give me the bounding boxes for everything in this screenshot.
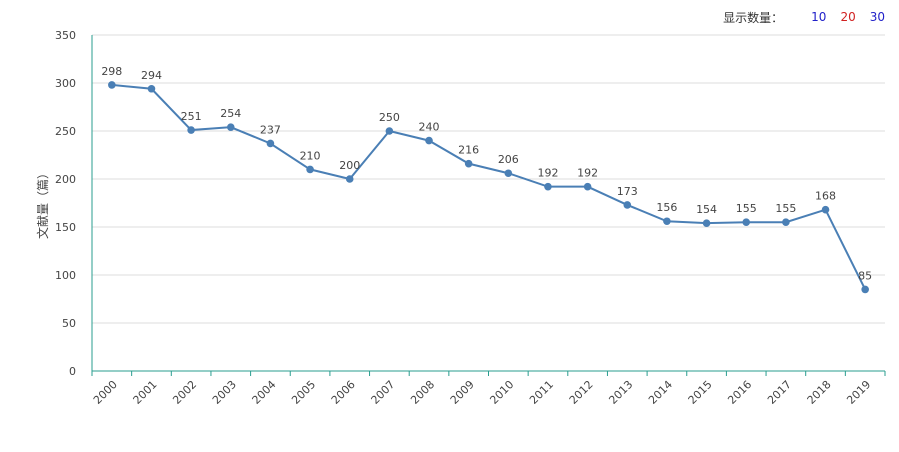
data-label: 85 <box>858 269 872 282</box>
y-tick-label: 250 <box>55 125 76 138</box>
data-point[interactable] <box>742 218 751 226</box>
data-label: 240 <box>419 121 440 134</box>
data-label: 210 <box>300 149 321 162</box>
data-point[interactable] <box>385 127 394 135</box>
x-tick-label: 2006 <box>329 378 358 407</box>
y-tick-label: 150 <box>55 221 76 234</box>
data-label: 154 <box>696 203 717 216</box>
data-point[interactable] <box>782 218 790 226</box>
x-tick-label: 2018 <box>805 378 834 407</box>
data-point[interactable] <box>861 285 869 294</box>
data-point[interactable] <box>226 123 235 131</box>
data-label: 254 <box>220 107 241 120</box>
data-point[interactable] <box>187 126 195 134</box>
data-point[interactable] <box>504 169 513 178</box>
x-tick-label: 2019 <box>844 378 873 407</box>
display-count-label: 显示数量： <box>723 10 784 25</box>
x-tick-label: 2015 <box>686 378 715 407</box>
x-tick-label: 2005 <box>289 378 318 407</box>
x-tick-label: 2010 <box>487 378 516 407</box>
data-point[interactable] <box>306 165 314 174</box>
axes <box>91 35 886 376</box>
data-label: 155 <box>736 202 757 215</box>
data-point[interactable] <box>108 81 116 89</box>
x-tick-label: 2017 <box>765 378 794 407</box>
grid-lines <box>92 34 885 324</box>
data-point[interactable] <box>702 219 711 227</box>
y-tick-label: 100 <box>55 269 76 282</box>
x-tick-label: 2012 <box>567 378 596 407</box>
y-tick-label: 200 <box>55 173 76 186</box>
data-point[interactable] <box>583 182 592 191</box>
data-label: 173 <box>617 185 638 198</box>
data-label: 168 <box>815 190 836 203</box>
data-label: 216 <box>458 144 479 157</box>
data-point[interactable] <box>544 182 552 191</box>
x-tick-label: 2001 <box>131 378 160 407</box>
data-point[interactable] <box>266 139 275 148</box>
x-tick-label: 2014 <box>646 378 675 407</box>
x-tick-labels: 2000 2001 2002 2003 2004 2005 2006 2007 2008 2009… <box>91 378 873 407</box>
data-point[interactable] <box>821 205 830 214</box>
x-tick-label: 2009 <box>448 378 477 407</box>
data-point[interactable] <box>147 84 156 93</box>
series <box>108 81 869 294</box>
x-tick-label: 2004 <box>250 378 279 407</box>
data-label: 155 <box>775 202 796 215</box>
data-point[interactable] <box>425 136 433 145</box>
data-point[interactable] <box>663 217 671 226</box>
data-point[interactable] <box>623 201 632 209</box>
data-point[interactable] <box>345 175 354 183</box>
x-tick-label: 2008 <box>408 378 437 407</box>
x-tick-label: 2016 <box>725 378 754 407</box>
data-label: 192 <box>537 167 558 180</box>
display-count-control: 显示数量： 10 20 30 <box>723 8 885 26</box>
data-label: 192 <box>577 167 598 180</box>
data-label: 156 <box>656 201 677 214</box>
y-tick-labels: 0 50 100 150 200 250 300 350 <box>55 29 76 378</box>
x-tick-label: 2011 <box>527 378 556 407</box>
x-tick-label: 2003 <box>210 378 239 407</box>
data-label: 251 <box>181 110 202 123</box>
data-label: 200 <box>339 159 360 172</box>
x-tick-label: 2000 <box>91 378 120 407</box>
data-label: 298 <box>101 65 122 78</box>
data-label: 250 <box>379 111 400 124</box>
y-tick-label: 0 <box>69 365 76 378</box>
display-count-option-30[interactable]: 30 <box>869 10 885 24</box>
data-label: 294 <box>141 69 162 82</box>
y-tick-label: 50 <box>62 317 76 330</box>
series-line <box>111 83 867 290</box>
y-tick-label: 350 <box>55 29 76 42</box>
data-label: 206 <box>498 153 519 166</box>
y-tick-label: 300 <box>55 77 76 90</box>
x-tick-label: 2002 <box>170 378 199 407</box>
data-point[interactable] <box>464 159 473 168</box>
x-tick-label: 2013 <box>606 378 635 407</box>
data-label: 237 <box>260 123 281 136</box>
display-count-option-20[interactable]: 20 <box>840 10 856 24</box>
display-count-option-10[interactable]: 10 <box>811 10 827 24</box>
data-labels: 298 294 251 254 237 210 200 250 240 216 206 192 192 1… <box>101 65 872 282</box>
x-tick-label: 2007 <box>369 378 398 407</box>
y-axis-label: 文献量（篇） <box>35 167 50 239</box>
